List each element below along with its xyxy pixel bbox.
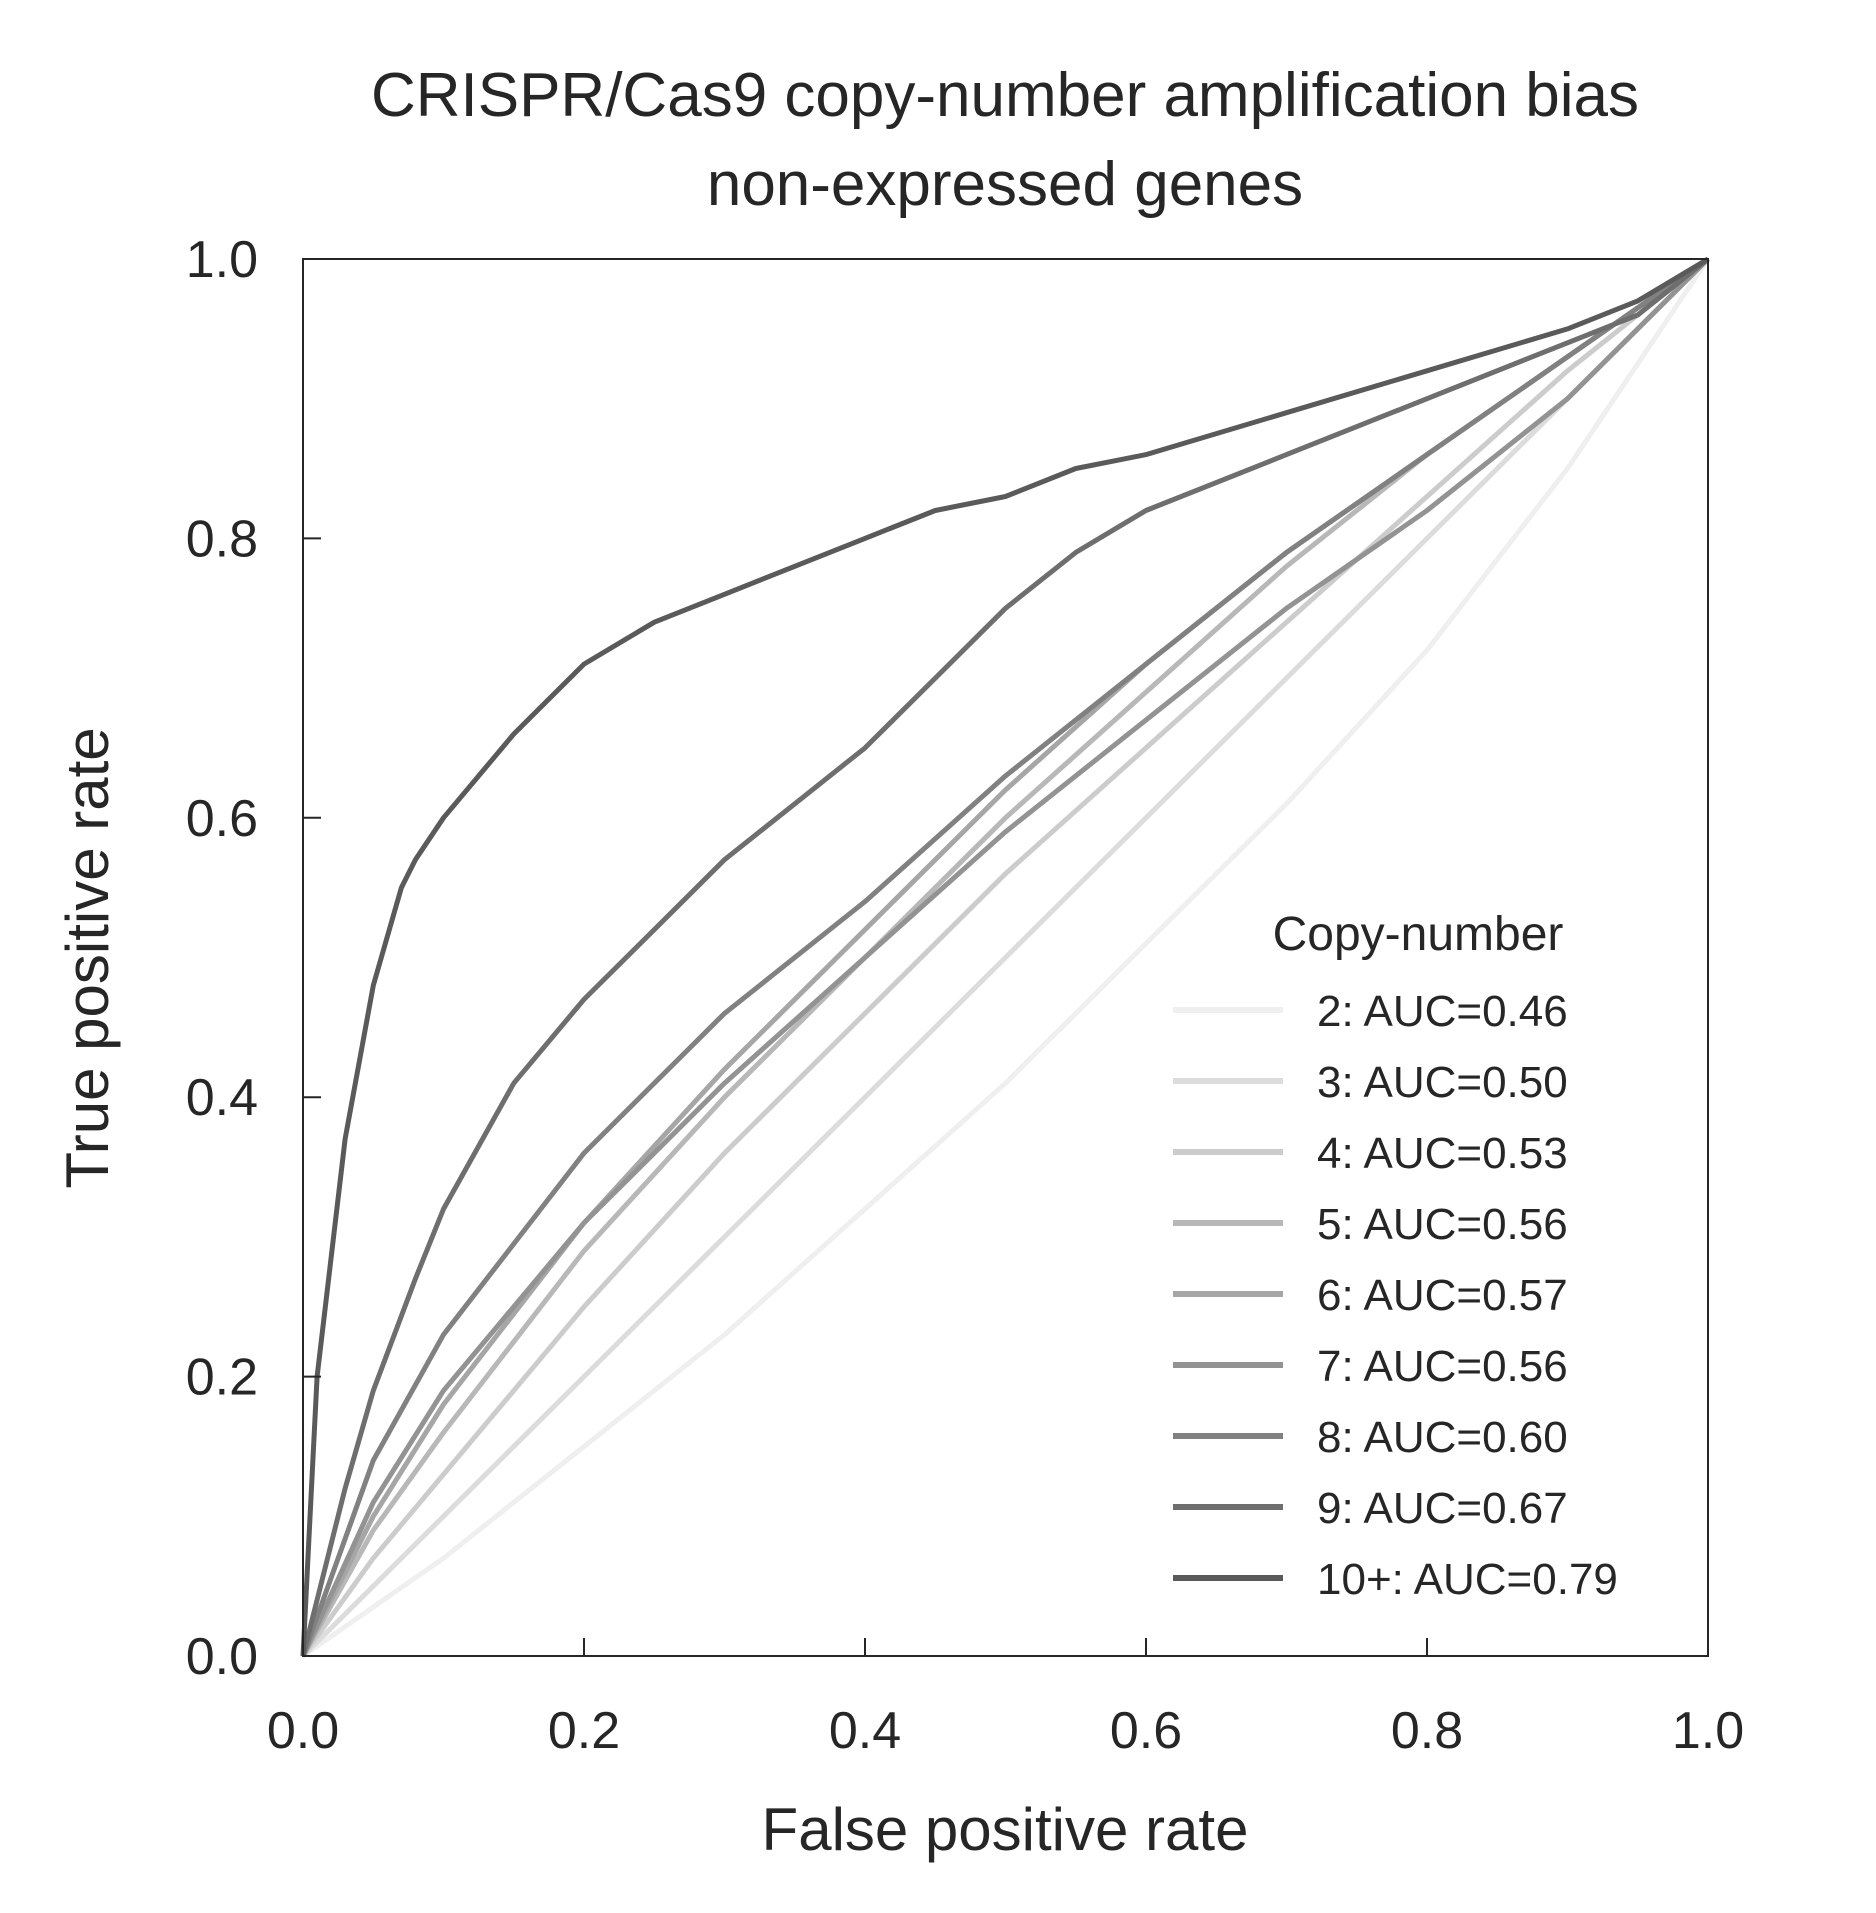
legend-label-5: 6: AUC=0.57 — [1317, 1271, 1568, 1320]
x-tick-label: 0.2 — [548, 1702, 620, 1760]
roc-curve-2 — [301, 257, 1710, 1658]
x-tick-label: 0.8 — [1391, 1702, 1463, 1760]
legend-label-3: 4: AUC=0.53 — [1317, 1129, 1568, 1178]
x-axis-ticks: 0.0 0.2 0.4 0.6 0.8 1.0 — [267, 1638, 1744, 1760]
roc-curve-1 — [301, 257, 1711, 1659]
legend-label-4: 5: AUC=0.56 — [1317, 1200, 1568, 1249]
x-tick-label: 1.0 — [1672, 1702, 1744, 1760]
y-tick-label: 1.0 — [186, 231, 258, 289]
legend-label-8: 9: AUC=0.67 — [1317, 1484, 1568, 1533]
y-axis-label: True positive rate — [54, 727, 121, 1188]
roc-curve-3 — [300, 257, 1710, 1658]
y-tick-label: 0.6 — [186, 790, 258, 848]
legend-title: Copy-number — [1273, 908, 1564, 961]
legend-label-7: 8: AUC=0.60 — [1317, 1413, 1568, 1462]
roc-curve-9 — [300, 256, 1710, 1657]
x-tick-label: 0.0 — [267, 1702, 339, 1760]
legend-label-2: 3: AUC=0.50 — [1317, 1058, 1568, 1107]
roc-curve-6 — [300, 257, 1710, 1658]
plot-area — [300, 256, 1711, 1659]
legend-label-1: 2: AUC=0.46 — [1317, 987, 1568, 1036]
y-tick-label: 0.2 — [186, 1349, 258, 1407]
chart-title: CRISPR/Cas9 copy-number amplification bi… — [371, 61, 1639, 130]
plot-frame — [302, 258, 1709, 1657]
y-tick-label: 0.8 — [186, 510, 258, 568]
roc-curve-7 — [300, 256, 1710, 1657]
legend-label-9: 10+: AUC=0.79 — [1317, 1555, 1618, 1604]
y-axis-ticks: 0.0 0.2 0.4 0.6 0.8 1.0 — [186, 231, 321, 1686]
x-tick-label: 0.6 — [1110, 1702, 1182, 1760]
y-tick-label: 0.0 — [186, 1628, 258, 1686]
roc-curve-8 — [300, 257, 1710, 1657]
legend-label-6: 7: AUC=0.56 — [1317, 1342, 1568, 1391]
legend: Copy-number 2: AUC=0.46 3: AUC=0.50 4: AUC… — [1173, 908, 1618, 1604]
y-tick-label: 0.4 — [186, 1069, 258, 1127]
x-axis-label: False positive rate — [762, 1796, 1249, 1863]
x-tick-label: 0.4 — [829, 1702, 901, 1760]
chart-subtitle: non-expressed genes — [707, 150, 1303, 219]
